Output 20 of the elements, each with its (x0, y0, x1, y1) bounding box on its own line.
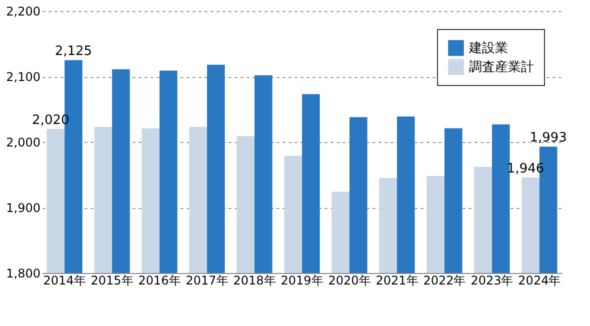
x-tick-label: 2019年 (280, 274, 324, 288)
x-tick-label: 2020年 (328, 274, 371, 288)
y-tick-label: 1,800 (6, 266, 40, 280)
data-label: 1,993 (530, 130, 567, 146)
x-tick-label: 2024年 (518, 274, 561, 288)
x-tick-label: 2018年 (233, 274, 276, 288)
legend-label: 建設業 (468, 41, 508, 56)
x-tick-label: 2022年 (423, 274, 466, 288)
data-label: 2,125 (54, 44, 92, 60)
x-tick-label: 2023年 (470, 274, 514, 288)
x-tick-label: 2015年 (90, 274, 134, 288)
x-tick-label: 2014年 (43, 274, 86, 288)
x-tick-label: 2021年 (376, 274, 418, 288)
x-tick-label: 2016年 (138, 274, 181, 288)
y-tick-label: 1,900 (6, 201, 40, 215)
legend-label: 調査産業計 (469, 59, 534, 75)
x-tick-label: 2017年 (186, 274, 228, 288)
y-tick-label: 2,200 (6, 4, 40, 18)
y-tick-label: 2,000 (6, 136, 40, 150)
y-tick-label: 2,100 (6, 70, 40, 84)
